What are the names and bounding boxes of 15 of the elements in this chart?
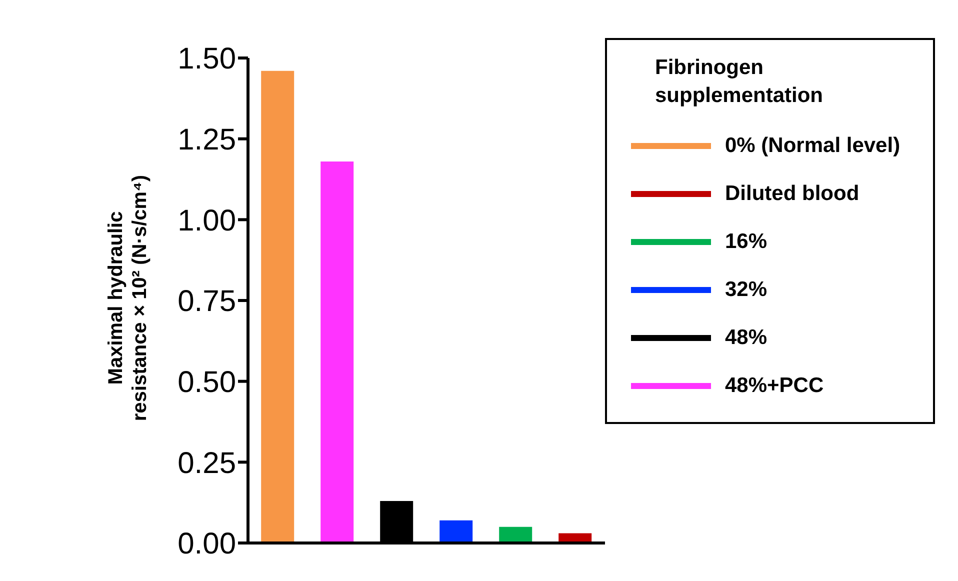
legend-label: 0% (Normal level) xyxy=(725,134,900,158)
legend-label: 32% xyxy=(725,278,768,302)
y-tick-label: 1.25 xyxy=(178,123,236,156)
y-tick-label: 0.25 xyxy=(178,446,236,480)
y-tick-label: 1.00 xyxy=(178,204,236,238)
legend-label: 48%+PCC xyxy=(725,374,824,398)
y-tick-label: 1.50 xyxy=(178,42,236,76)
legend-label: Diluted blood xyxy=(725,182,860,206)
y-tick-label: 0.50 xyxy=(178,366,236,399)
y-tick-label: 0.75 xyxy=(178,285,236,318)
y-axis-title: Maximal hydraulic resistance × 10² (N·s/cm⁴) xyxy=(105,174,151,422)
legend-label: 16% xyxy=(725,230,768,254)
y-tick-label: 0.00 xyxy=(178,528,236,561)
legend-label: 48% xyxy=(725,326,768,350)
legend-title: Fibrinogen supplementation xyxy=(655,55,824,109)
